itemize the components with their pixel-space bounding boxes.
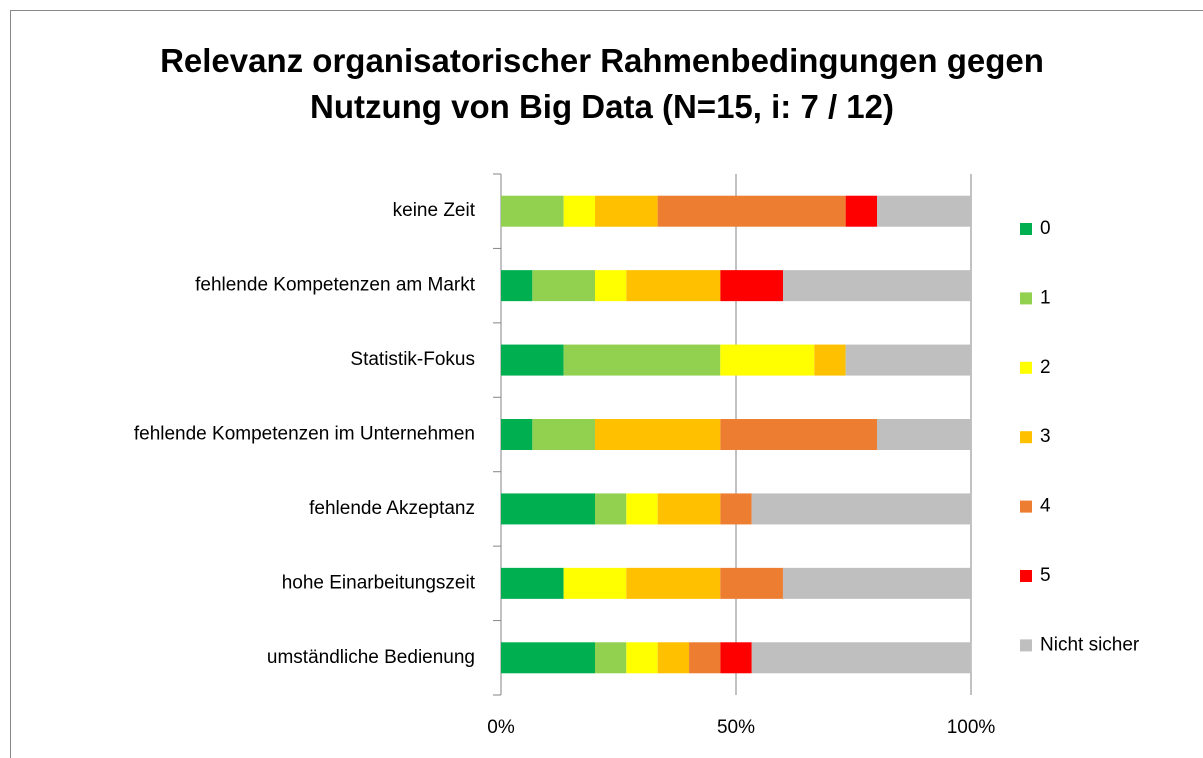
y-tick-label: hohe Einarbeitungszeit [282, 572, 476, 593]
legend-swatch [1020, 500, 1032, 513]
bar-segment [782, 567, 971, 599]
legend-swatch [1020, 361, 1032, 374]
bar-segment [814, 344, 846, 376]
bar-segment [595, 270, 627, 302]
bar-segment [657, 493, 721, 525]
bar-segment [657, 642, 690, 674]
bar-segment [877, 195, 971, 227]
bar-segment [720, 642, 752, 674]
bar-segment [501, 567, 564, 599]
bar-segment [626, 642, 658, 674]
bar-segment [595, 195, 658, 227]
bar-segment [751, 642, 972, 674]
chart-border [10, 10, 1203, 758]
bar-segment [595, 642, 627, 674]
legend-swatch [1020, 570, 1032, 582]
y-tick-label: fehlende Kompetenzen im Unternehmen [134, 424, 475, 445]
bar-segment [720, 493, 752, 525]
legend-swatch [1020, 292, 1032, 305]
x-tick-label: 0% [487, 717, 515, 738]
legend-label: 2 [1040, 357, 1051, 378]
legend-label: Nicht sicher [1040, 634, 1140, 655]
bar-segment [657, 195, 846, 227]
x-tick-label: 50% [717, 717, 755, 738]
legend-swatch [1020, 639, 1032, 652]
bar-segment [626, 270, 721, 302]
legend-label: 3 [1040, 426, 1051, 447]
bar-segment [563, 567, 627, 599]
legend-label: 0 [1040, 218, 1051, 239]
y-tick-label: keine Zeit [393, 200, 476, 221]
y-tick-label: Statistik-Fokus [350, 349, 475, 370]
bar-segment [501, 642, 595, 674]
legend-swatch [1020, 223, 1032, 235]
bar-segment [877, 419, 971, 450]
legend-label: 4 [1040, 496, 1051, 517]
bar-segment [501, 195, 564, 227]
bar-segment [720, 567, 783, 599]
bar-segment [501, 493, 595, 525]
bar-segment [720, 344, 815, 376]
bar-segment [783, 270, 971, 302]
bar-segment [532, 419, 595, 450]
bar-segment [845, 195, 877, 227]
legend-label: 5 [1040, 565, 1051, 586]
bar-segment [501, 419, 533, 450]
y-tick-label: fehlende Akzeptanz [309, 498, 475, 519]
bar-segment [720, 419, 877, 450]
chart-title: Relevanz organisatorischer Rahmenbedingu… [160, 42, 1044, 125]
legend-swatch [1020, 431, 1032, 444]
bar-segment [689, 642, 721, 674]
bar-segment [595, 493, 627, 525]
bar-segment [501, 344, 564, 376]
bar-segment [626, 567, 721, 599]
y-tick-label: fehlende Kompetenzen am Markt [195, 275, 476, 296]
legend-label: 1 [1040, 287, 1051, 308]
bar-segment [563, 195, 595, 227]
y-tick-label: umständliche Bedienung [267, 647, 475, 668]
bar-segment [563, 344, 721, 376]
bar-segment [845, 344, 971, 376]
x-tick-label: 100% [947, 717, 996, 738]
bar-segment [751, 493, 972, 525]
bar-segment [720, 270, 783, 302]
bar-segment [532, 270, 595, 302]
bar-segment [595, 419, 721, 450]
bar-segment [626, 493, 658, 525]
bar-segment [501, 270, 533, 302]
